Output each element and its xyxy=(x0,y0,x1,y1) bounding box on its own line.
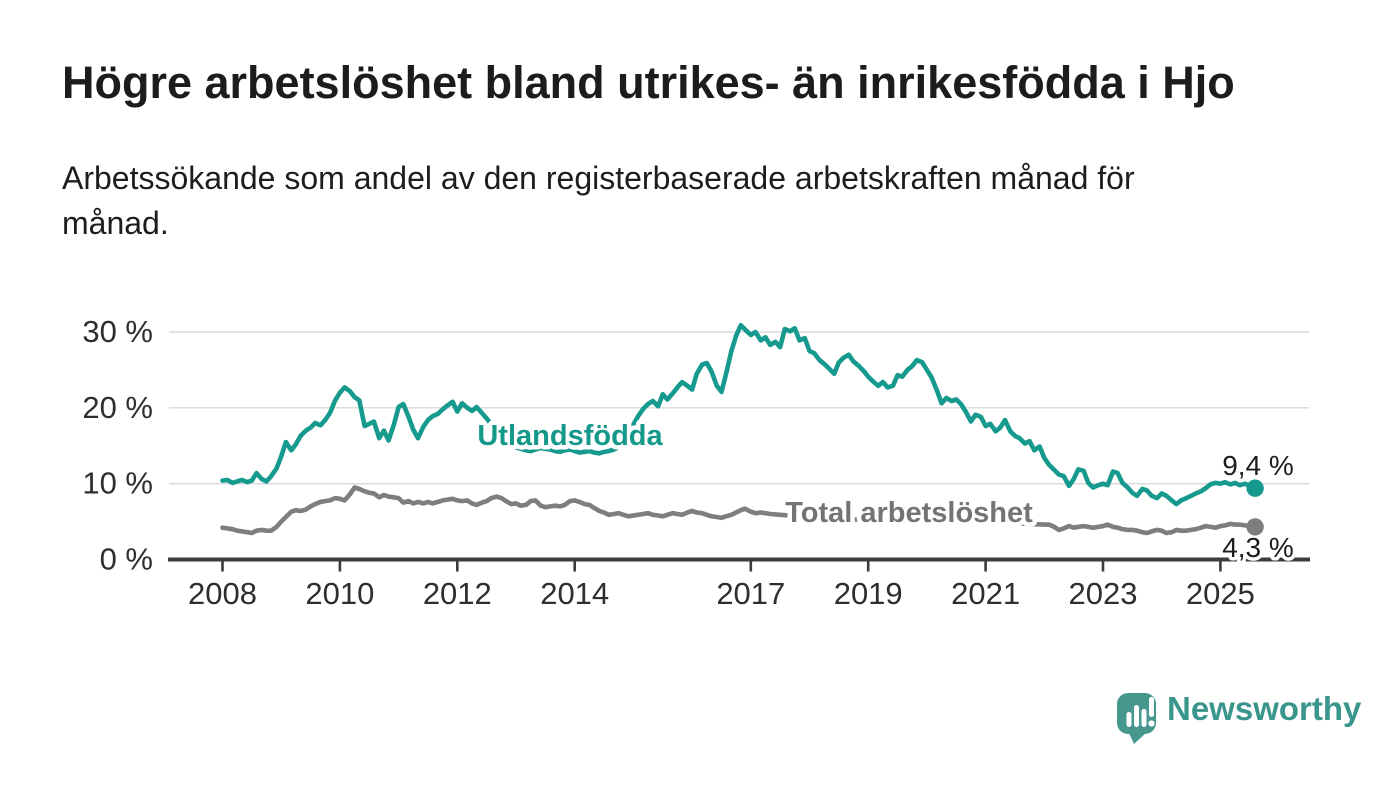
y-tick-label: 0 % xyxy=(100,542,153,577)
axis-labels: 2008 2010 2012 2014 2017 2019 2021 2023 2025 0 % 1… xyxy=(82,314,1255,611)
x-tick-label: 2019 xyxy=(834,576,903,611)
x-tick-label: 2014 xyxy=(540,576,609,611)
x-tick-label: 2021 xyxy=(951,576,1020,611)
gridlines xyxy=(169,331,1309,485)
newsworthy-wordmark: Newsworthy xyxy=(1167,690,1362,727)
y-tick-label: 30 % xyxy=(82,314,153,349)
end-value-labels: 9,4 % 4,3 % xyxy=(1219,447,1298,567)
x-tick-label: 2008 xyxy=(188,576,257,611)
x-axis xyxy=(168,557,1310,572)
y-tick-label: 20 % xyxy=(82,390,153,425)
x-tick-label: 2025 xyxy=(1186,576,1255,611)
end-dot xyxy=(1246,479,1264,497)
subtitle-line-2: månad. xyxy=(62,205,169,241)
x-tick-label: 2017 xyxy=(716,576,785,611)
y-tick-label: 10 % xyxy=(82,466,153,501)
series-line-utlandsfodda xyxy=(220,322,1255,507)
series-lines xyxy=(220,322,1255,536)
bar-chart-speech-bubble-icon xyxy=(1117,693,1156,744)
newsworthy-logo-icon xyxy=(1117,693,1156,744)
series-line-total xyxy=(220,485,1255,536)
end-value-label: 9,4 % xyxy=(1222,450,1294,481)
x-tick-label: 2010 xyxy=(305,576,374,611)
series-label-total: Total arbetslöshet xyxy=(785,497,1033,529)
end-value-label: 4,3 % xyxy=(1222,532,1294,563)
end-dot xyxy=(1246,518,1264,536)
x-tick-label: 2012 xyxy=(423,576,492,611)
series-label-utlandsfodda: Utlandsfödda xyxy=(477,420,663,452)
chart-subtitle: Arbetssökande som andel av den registerb… xyxy=(62,156,1135,246)
x-tick-label: 2023 xyxy=(1069,576,1138,611)
subtitle-line-1: Arbetssökande som andel av den registerb… xyxy=(62,160,1135,196)
end-dots xyxy=(1246,479,1264,536)
series-labels: Utlandsfödda Total arbetslöshet xyxy=(473,416,1038,534)
page-title: Högre arbetslöshet bland utrikes- än inr… xyxy=(62,57,1235,108)
